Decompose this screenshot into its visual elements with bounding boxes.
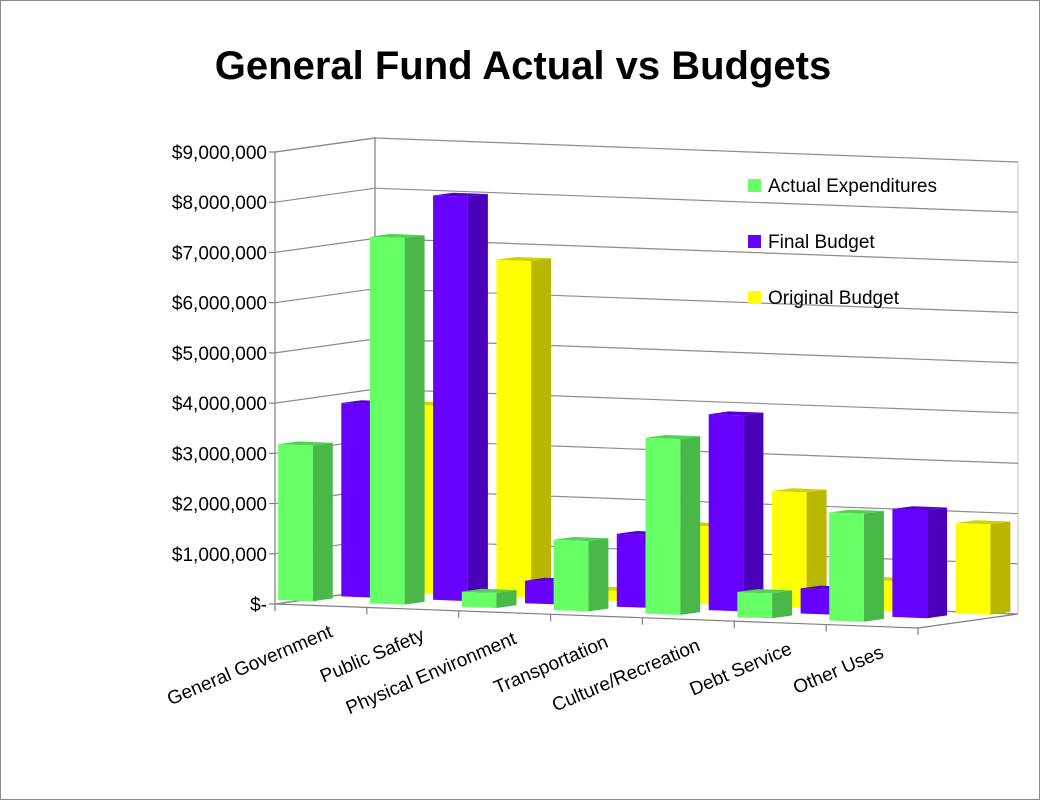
bar-actual-expenditures — [829, 509, 884, 622]
bar-actual-expenditures — [369, 233, 425, 605]
y-tick-label: $- — [250, 595, 267, 616]
legend-swatch — [748, 179, 761, 192]
bar-original-budget — [771, 488, 827, 608]
bar-final-budget — [708, 411, 764, 612]
chart-title: General Fund Actual vs Budgets — [214, 44, 832, 88]
category-label: Debt Service — [687, 639, 795, 701]
bar-actual-expenditures — [553, 537, 609, 612]
bar-original-budget — [496, 257, 552, 598]
y-tick-label: $1,000,000 — [172, 545, 267, 566]
gridline — [274, 187, 1019, 213]
y-tick-label: $6,000,000 — [172, 294, 267, 315]
y-tick-label: $2,000,000 — [172, 495, 267, 516]
y-tick-label: $3,000,000 — [172, 444, 267, 465]
category-label: General Government — [164, 621, 336, 710]
y-tick-label: $7,000,000 — [172, 243, 267, 264]
category-label: Other Uses — [790, 642, 887, 699]
legend-label: Final Budget — [768, 232, 875, 253]
bar-original-budget — [955, 520, 1011, 615]
category-label: Physical Environment — [343, 628, 520, 719]
y-tick-label: $4,000,000 — [172, 394, 267, 415]
bar-actual-expenditures — [278, 441, 333, 602]
bar-actual-expenditures — [737, 589, 793, 619]
bar-actual-expenditures — [461, 588, 517, 608]
legend-label: Original Budget — [768, 288, 900, 309]
y-tick-label: $5,000,000 — [172, 344, 267, 365]
bar-final-budget — [433, 192, 488, 602]
gridline — [274, 137, 1019, 163]
legend-swatch — [748, 291, 761, 304]
y-tick-label: $8,000,000 — [172, 193, 267, 214]
legend-swatch — [748, 235, 761, 248]
legend-label: Actual Expenditures — [768, 176, 937, 197]
bar-actual-expenditures — [645, 435, 701, 615]
y-tick-label: $9,000,000 — [172, 143, 267, 164]
bar-final-budget — [892, 506, 948, 619]
